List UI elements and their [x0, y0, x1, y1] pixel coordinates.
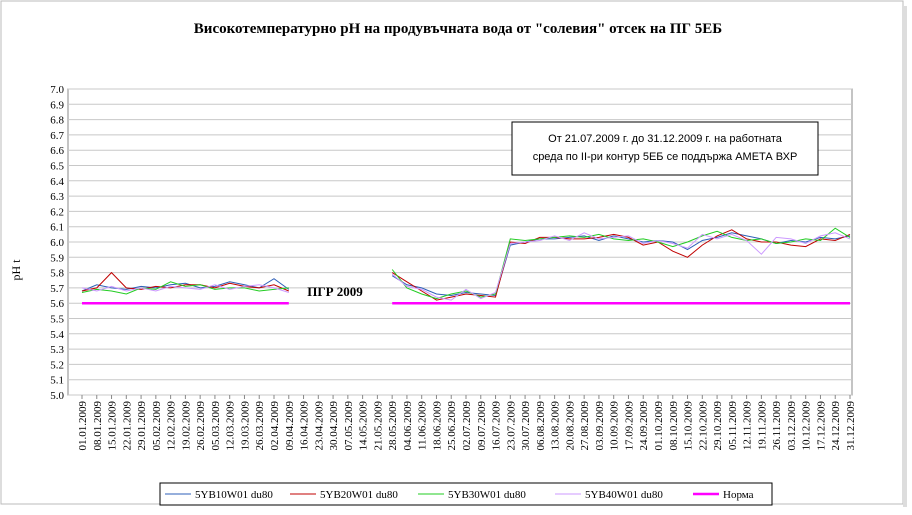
legend-label: Норма	[723, 489, 754, 501]
y-tick-label: 5.5	[50, 314, 64, 326]
x-tick-label: 10.09.2009	[609, 401, 621, 451]
y-axis-label: pH t	[9, 259, 23, 281]
chart-title: Високотемпературно pH на продувъчната во…	[194, 21, 722, 37]
x-tick-label: 29.01.2009	[136, 401, 148, 451]
y-tick-label: 6.6	[50, 145, 64, 157]
x-tick-label: 12.02.2009	[166, 401, 178, 451]
x-tick-label: 19.03.2009	[239, 401, 251, 451]
x-tick-label: 20.08.2009	[564, 401, 576, 451]
x-tick-label: 23.04.2009	[313, 401, 325, 451]
x-tick-label: 03.12.2009	[786, 401, 798, 451]
x-tick-label: 09.04.2009	[284, 401, 296, 451]
annotation: От 21.07.2009 г. до 31.12.2009 г. на раб…	[548, 133, 783, 145]
frame-shadow	[903, 6, 907, 507]
x-tick-label: 10.12.2009	[801, 401, 813, 451]
x-tick-label: 02.07.2009	[461, 401, 473, 451]
x-tick-label: 05.03.2009	[210, 401, 222, 451]
annotation: среда по II-ри контур 5ЕБ се поддържа АМ…	[533, 151, 798, 163]
series-line	[81, 229, 851, 301]
x-tick-label: 05.11.2009	[727, 401, 739, 451]
y-tick-label: 6.0	[50, 237, 64, 249]
series-line	[81, 227, 851, 300]
y-tick-label: 6.2	[50, 206, 64, 218]
legend-label: 5YB20W01 du80	[320, 489, 398, 501]
y-tick-label: 5.6	[50, 298, 64, 310]
x-tick-label: 13.08.2009	[550, 401, 562, 451]
x-tick-label: 08.10.2009	[668, 401, 680, 451]
legend	[159, 482, 773, 506]
y-tick-label: 6.5	[50, 161, 64, 173]
x-tick-label: 24.09.2009	[638, 401, 650, 451]
y-tick-label: 5.4	[50, 329, 64, 341]
x-tick-label: 21.05.2009	[372, 401, 384, 451]
x-tick-label: 17.09.2009	[623, 401, 635, 451]
x-tick-label: 17.12.2009	[815, 401, 827, 451]
y-tick-label: 6.1	[50, 222, 64, 234]
x-tick-label: 16.04.2009	[299, 401, 311, 451]
x-tick-label: 12.11.2009	[742, 401, 754, 451]
x-tick-label: 28.05.2009	[387, 401, 399, 451]
x-tick-label: 15.10.2009	[683, 401, 695, 451]
x-tick-label: 26.11.2009	[771, 401, 783, 451]
y-tick-label: 5.8	[50, 268, 64, 280]
series	[81, 227, 851, 305]
x-tick-label: 26.03.2009	[254, 401, 266, 451]
x-tick-label: 31.12.2009	[845, 401, 857, 451]
x-tick-label: 06.08.2009	[535, 401, 547, 451]
x-tick-label: 22.10.2009	[697, 401, 709, 451]
y-tick-label: 5.7	[50, 283, 64, 295]
x-tick-label: 05.02.2009	[151, 401, 163, 451]
y-tick-label: 6.3	[50, 191, 64, 203]
annotation-box	[511, 121, 819, 176]
annotation: ПГР 2009	[307, 284, 363, 299]
series-line	[81, 232, 851, 301]
legend-label: 5YB40W01 du80	[585, 489, 663, 501]
x-tick-label: 18.06.2009	[431, 401, 443, 451]
legend-label: 5YB10W01 du80	[195, 489, 273, 501]
x-tick-label: 23.07.2009	[505, 401, 517, 451]
x-tick-label: 09.07.2009	[476, 401, 488, 451]
x-tick-label: 07.05.2009	[343, 401, 355, 451]
x-tick-label: 19.02.2009	[180, 401, 192, 451]
x-tick-label: 04.06.2009	[402, 401, 414, 451]
y-tick-label: 7.0	[50, 84, 64, 96]
x-tick-label: 22.01.2009	[121, 401, 133, 451]
y-tick-label: 5.1	[50, 375, 64, 387]
x-tick-label: 03.09.2009	[594, 401, 606, 451]
x-tick-label: 02.04.2009	[269, 401, 281, 451]
x-tick-label: 29.10.2009	[712, 401, 724, 451]
x-tick-label: 16.07.2009	[491, 401, 503, 451]
x-tick-label: 08.01.2009	[92, 401, 104, 451]
y-tick-label: 6.7	[50, 130, 64, 142]
grid: 5.0 5.1 5.2 5.3 5.4 5.5 5.6 5.7 5.8 5.9 6.0 6.1 6.2 6…	[50, 84, 857, 451]
y-tick-label: 6.9	[50, 99, 64, 111]
y-tick-label: 5.0	[50, 390, 64, 402]
y-tick-label: 5.9	[50, 252, 64, 264]
x-tick-label: 01.01.2009	[77, 401, 89, 451]
x-tick-label: 27.08.2009	[579, 401, 591, 451]
x-tick-label: 12.03.2009	[225, 401, 237, 451]
y-tick-label: 6.4	[50, 176, 64, 188]
y-tick-label: 5.2	[50, 359, 64, 371]
x-tick-label: 25.06.2009	[446, 401, 458, 451]
x-tick-label: 30.04.2009	[328, 401, 340, 451]
legend-items: 5YB10W01 du80 5YB20W01 du80 5YB30W01 du80 5…	[165, 489, 754, 501]
x-tick-label: 30.07.2009	[520, 401, 532, 451]
x-tick-label: 26.02.2009	[195, 401, 207, 451]
y-tick-label: 6.8	[50, 115, 64, 127]
legend-label: 5YB30W01 du80	[448, 489, 526, 501]
x-tick-label: 15.01.2009	[107, 401, 119, 451]
x-tick-label: 24.12.2009	[830, 401, 842, 451]
x-tick-label: 11.06.2009	[417, 401, 429, 451]
x-tick-label: 01.10.2009	[653, 401, 665, 451]
x-tick-label: 19.11.2009	[756, 401, 768, 451]
x-tick-label: 14.05.2009	[358, 401, 370, 451]
y-tick-label: 5.3	[50, 344, 64, 356]
